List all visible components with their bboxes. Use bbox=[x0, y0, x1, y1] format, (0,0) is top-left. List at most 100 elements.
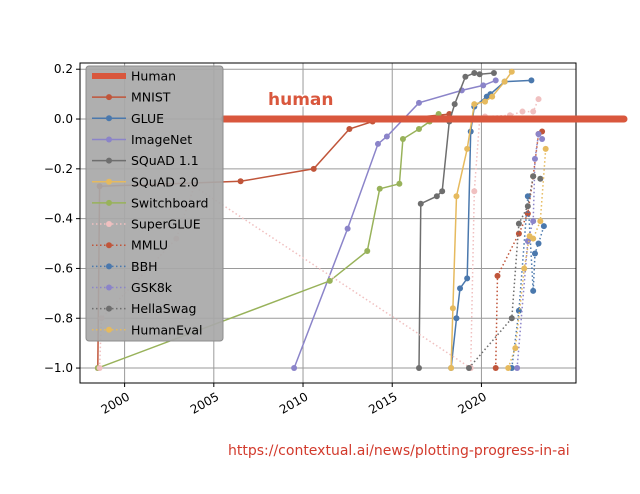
y-tick-label: −1.0 bbox=[44, 361, 73, 375]
legend-label-imagenet: ImageNet bbox=[131, 132, 192, 147]
legend-marker-glue bbox=[106, 115, 112, 122]
data-point-squad-2-0 bbox=[464, 145, 471, 152]
data-point-imagenet bbox=[344, 225, 351, 232]
data-point-superglue bbox=[535, 96, 542, 103]
data-point-hellaswag bbox=[508, 315, 515, 322]
data-point-imagenet bbox=[291, 365, 298, 372]
legend-marker-hellaswag bbox=[106, 305, 112, 312]
data-point-squad-1-1 bbox=[476, 71, 483, 78]
data-point-squad-2-0 bbox=[489, 93, 496, 100]
data-point-imagenet bbox=[374, 140, 381, 147]
x-tick-label: 2005 bbox=[188, 389, 221, 416]
y-tick-label: −0.4 bbox=[44, 212, 73, 226]
data-point-squad-1-1 bbox=[490, 69, 497, 76]
data-point-squad-1-1 bbox=[451, 101, 458, 108]
y-tick-label: 0.0 bbox=[54, 112, 73, 126]
legend-marker-superglue bbox=[106, 221, 112, 228]
legend-label-mnist: MNIST bbox=[131, 90, 171, 105]
data-point-squad-2-0 bbox=[453, 193, 460, 200]
legend-marker-squad-2-0 bbox=[106, 178, 112, 185]
data-point-gsk8k bbox=[539, 135, 546, 142]
legend-marker-gsk8k bbox=[106, 284, 112, 291]
data-point-hellaswag bbox=[530, 173, 537, 180]
data-point-gsk8k bbox=[514, 365, 521, 372]
data-point-squad-1-1 bbox=[439, 188, 446, 195]
data-point-switchboard bbox=[326, 277, 333, 284]
data-point-glue bbox=[453, 315, 460, 322]
data-point-gsk8k bbox=[535, 130, 542, 137]
data-point-squad-1-1 bbox=[433, 193, 440, 200]
legend-marker-mmlu bbox=[106, 242, 112, 249]
data-point-superglue bbox=[530, 108, 537, 115]
data-point-squad-1-1 bbox=[417, 200, 424, 207]
legend-marker-bbh bbox=[106, 263, 112, 270]
data-point-humaneval bbox=[537, 218, 544, 225]
data-point-mnist bbox=[310, 165, 317, 172]
data-point-mmlu bbox=[492, 365, 499, 372]
data-point-switchboard bbox=[364, 248, 371, 255]
data-point-squad-2-0 bbox=[448, 365, 455, 372]
legend-marker-humaneval bbox=[106, 326, 112, 333]
series-line-mmlu bbox=[494, 130, 543, 369]
legend-label-squad-2-0: SQuAD 2.0 bbox=[131, 174, 199, 189]
data-point-humaneval bbox=[530, 235, 537, 242]
data-point-humaneval bbox=[512, 345, 519, 352]
data-point-bbh bbox=[540, 223, 547, 230]
y-tick-label: −0.8 bbox=[44, 311, 73, 325]
data-point-mmlu bbox=[494, 272, 501, 279]
data-point-squad-2-0 bbox=[449, 305, 456, 312]
legend-marker-mnist bbox=[106, 94, 112, 101]
data-point-imagenet bbox=[415, 99, 422, 106]
data-point-switchboard bbox=[415, 125, 422, 132]
legend-marker-switchboard bbox=[106, 199, 112, 206]
data-point-squad-2-0 bbox=[471, 101, 478, 108]
data-point-squad-1-1 bbox=[415, 365, 422, 372]
data-point-gsk8k bbox=[531, 155, 538, 162]
y-tick-label: −0.2 bbox=[44, 162, 73, 176]
legend-label-humaneval: HumanEval bbox=[131, 322, 203, 337]
x-tick-label: 2020 bbox=[455, 389, 488, 416]
human-baseline-group: human bbox=[220, 89, 628, 123]
legend-label-glue: GLUE bbox=[131, 111, 164, 126]
data-point-imagenet bbox=[480, 82, 487, 89]
data-point-imagenet bbox=[492, 77, 499, 84]
data-point-hellaswag bbox=[465, 365, 472, 372]
data-point-glue bbox=[464, 275, 471, 282]
data-point-superglue bbox=[96, 365, 103, 372]
axes-frame bbox=[79, 62, 577, 384]
source-url-link[interactable]: https://contextual.ai/news/plotting-prog… bbox=[228, 443, 570, 459]
x-tick-label: 2000 bbox=[99, 389, 132, 416]
legend-marker-squad-1-1 bbox=[106, 157, 112, 164]
data-point-hellaswag bbox=[537, 175, 544, 182]
x-tick-label: 2015 bbox=[366, 389, 399, 416]
data-point-hellaswag bbox=[524, 203, 531, 210]
legend-label-gsk8k: GSK8k bbox=[131, 280, 173, 295]
human-annotation-label: human bbox=[268, 90, 334, 110]
legend-label-switchboard: Switchboard bbox=[131, 195, 208, 210]
data-point-squad-1-1 bbox=[471, 69, 478, 76]
data-point-bbh bbox=[530, 287, 537, 294]
data-point-bbh bbox=[535, 240, 542, 247]
plot-border bbox=[79, 62, 577, 384]
data-point-squad-1-1 bbox=[462, 73, 469, 80]
data-point-imagenet bbox=[383, 133, 390, 140]
data-point-switchboard bbox=[396, 180, 403, 187]
legend-label-mmlu: MMLU bbox=[131, 238, 168, 253]
data-point-gsk8k bbox=[524, 238, 531, 245]
data-point-squad-2-0 bbox=[501, 78, 508, 85]
x-tick-label: 2010 bbox=[277, 389, 310, 416]
y-tick-label: 0.2 bbox=[54, 62, 73, 76]
legend-marker-imagenet bbox=[106, 136, 112, 143]
legend-label-superglue: SuperGLUE bbox=[131, 217, 201, 232]
data-point-humaneval bbox=[505, 365, 512, 372]
legend-box bbox=[85, 65, 224, 342]
data-point-gsk8k bbox=[530, 218, 537, 225]
legend-label-hellaswag: HellaSwag bbox=[131, 301, 196, 316]
legend: Human MNIST GLUE ImageNet SQuAD 1.1 SQuAD 2.0… bbox=[85, 65, 224, 342]
data-point-glue bbox=[528, 77, 535, 84]
data-point-mnist bbox=[346, 125, 353, 132]
data-point-squad-2-0 bbox=[482, 98, 489, 105]
data-point-superglue bbox=[519, 108, 526, 115]
data-point-mnist bbox=[237, 178, 244, 185]
